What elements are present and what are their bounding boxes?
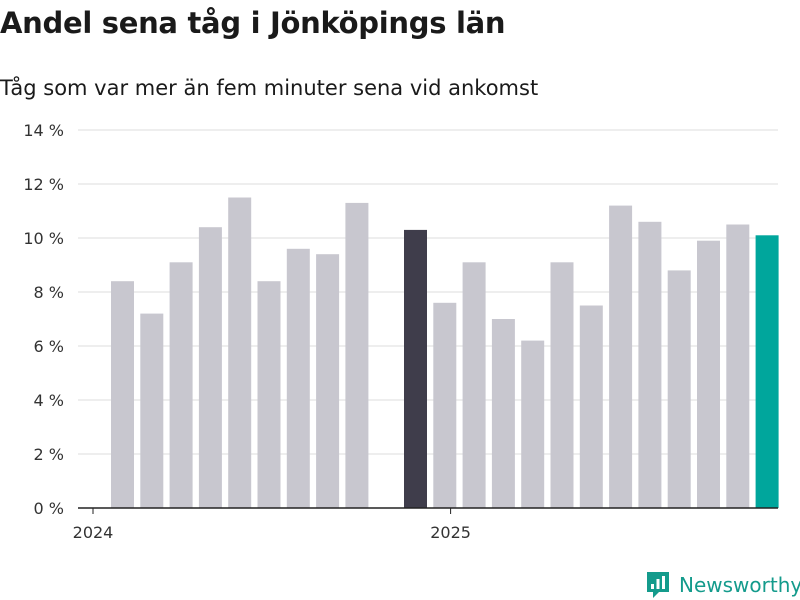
brand-name: Newsworthy bbox=[679, 573, 800, 597]
bar-2025-04 bbox=[550, 262, 574, 508]
bar-2025-07 bbox=[638, 221, 662, 509]
y-tick-label: 0 % bbox=[34, 499, 64, 518]
x-tick-label: 2024 bbox=[73, 523, 114, 542]
y-tick-label: 2 % bbox=[34, 445, 64, 464]
bar-2025-10 bbox=[726, 224, 750, 508]
bar-2025-11 bbox=[755, 235, 779, 509]
bar-2025-09 bbox=[697, 240, 720, 508]
bar-2024-11 bbox=[404, 229, 427, 508]
y-tick-label: 14 % bbox=[23, 121, 64, 140]
bar-2025-03 bbox=[521, 340, 545, 508]
x-tick-label: 2025 bbox=[430, 523, 471, 542]
y-tick-label: 4 % bbox=[34, 391, 64, 410]
bar-2025-05 bbox=[579, 305, 603, 508]
bar-2024-01 bbox=[111, 281, 134, 508]
newsworthy-logo-icon bbox=[647, 572, 669, 598]
bar-2024-08 bbox=[316, 254, 340, 508]
bar-2024-09 bbox=[345, 202, 369, 508]
bars bbox=[111, 197, 779, 509]
y-axis: 0 % 2 % 4 % 6 % 8 % 10 % 12 % 14 % bbox=[23, 121, 64, 518]
y-tick-label: 12 % bbox=[23, 175, 64, 194]
bar-2024-07 bbox=[286, 248, 310, 509]
bar-2024-12 bbox=[433, 302, 457, 508]
y-tick-label: 6 % bbox=[34, 337, 64, 356]
bar-2024-04 bbox=[198, 227, 222, 508]
bar-2025-02 bbox=[491, 319, 515, 508]
bar-2025-06 bbox=[609, 205, 633, 508]
bar-2024-06 bbox=[257, 281, 281, 508]
brand-logo: Newsworthy bbox=[645, 570, 800, 600]
x-axis: 2024 2025 bbox=[73, 507, 778, 542]
bar-chart: 0 % 2 % 4 % 6 % 8 % 10 % 12 % 14 % 2024 2025 bbox=[23, 121, 779, 542]
bar-2025-08 bbox=[667, 270, 691, 508]
y-tick-label: 8 % bbox=[34, 283, 64, 302]
bar-2025-01 bbox=[462, 262, 486, 508]
y-tick-label: 10 % bbox=[23, 229, 64, 248]
bar-2024-02 bbox=[140, 313, 164, 508]
bar-2024-03 bbox=[169, 262, 193, 508]
chart-subtitle: Tåg som var mer än fem minuter sena vid … bbox=[0, 76, 539, 100]
bar-2024-05 bbox=[228, 197, 252, 508]
chart-title: Andel sena tåg i Jönköpings län bbox=[0, 6, 506, 40]
